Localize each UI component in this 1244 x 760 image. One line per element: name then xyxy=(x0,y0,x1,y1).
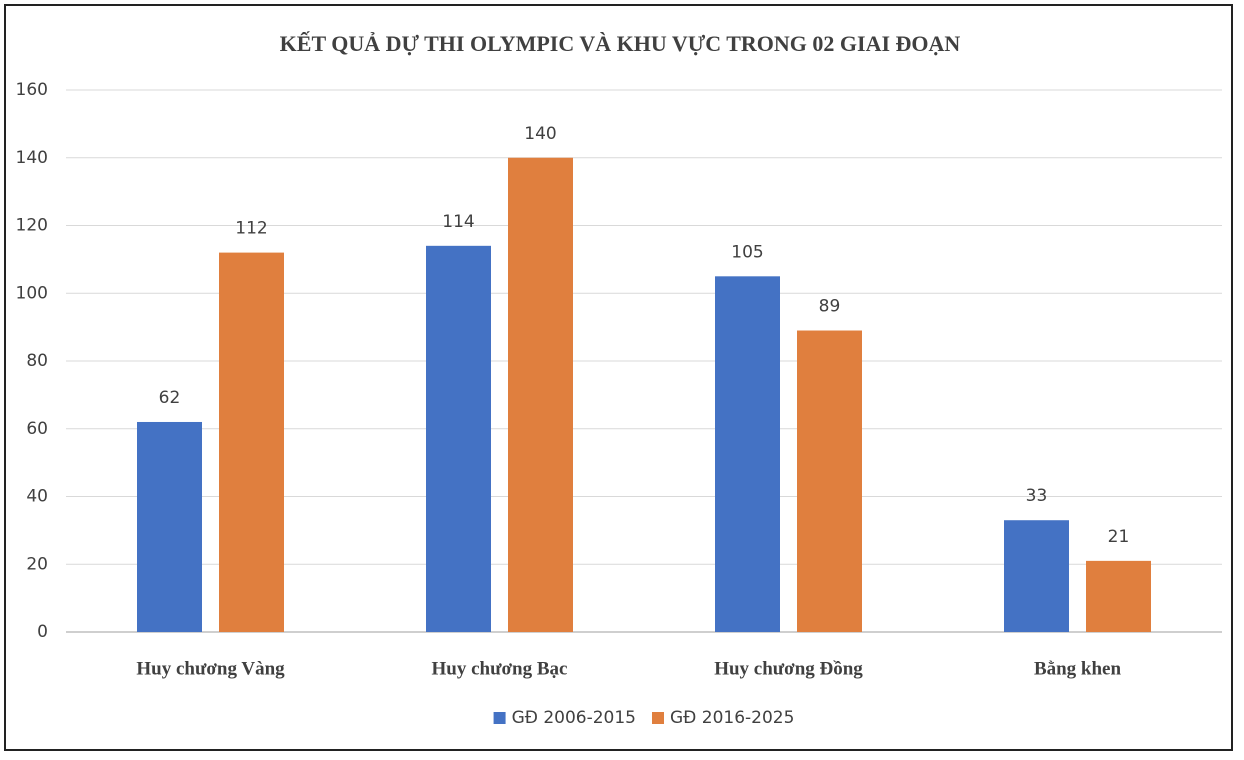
data-label: 140 xyxy=(524,124,556,144)
y-tick-label: 0 xyxy=(37,622,48,642)
bar xyxy=(219,252,284,632)
y-tick-label: 140 xyxy=(16,148,48,168)
x-tick-label: Huy chương Bạc xyxy=(432,658,568,679)
y-tick-label: 60 xyxy=(26,419,48,439)
chart-frame xyxy=(4,4,1233,751)
data-label: 112 xyxy=(235,219,267,239)
data-label: 62 xyxy=(159,388,181,408)
bar xyxy=(797,330,862,632)
y-tick-label: 120 xyxy=(16,216,48,236)
data-label: 21 xyxy=(1108,527,1130,547)
y-tick-label: 80 xyxy=(26,351,48,371)
bar xyxy=(1004,520,1069,632)
y-tick-label: 100 xyxy=(16,283,48,303)
y-tick-label: 20 xyxy=(26,554,48,574)
bar xyxy=(426,245,491,632)
legend-swatch xyxy=(493,712,506,724)
data-label: 89 xyxy=(819,297,841,317)
bar xyxy=(137,421,202,632)
bar xyxy=(508,157,573,632)
data-label: 114 xyxy=(442,212,474,232)
x-tick-label: Bằng khen xyxy=(1034,658,1122,679)
y-tick-label: 160 xyxy=(16,80,48,100)
y-tick-label: 40 xyxy=(26,487,48,507)
legend-label: GĐ 2016-2025 xyxy=(670,708,794,728)
bar xyxy=(1086,560,1151,632)
legend-swatch xyxy=(652,712,664,724)
data-label: 105 xyxy=(731,242,763,262)
x-tick-label: Huy chương Đồng xyxy=(714,658,863,679)
chart-title: KẾT QUẢ DỰ THI OLYMPIC VÀ KHU VỰC TRONG … xyxy=(280,31,961,56)
x-tick-label: Huy chương Vàng xyxy=(136,658,285,679)
data-label: 33 xyxy=(1026,486,1048,506)
bar xyxy=(715,276,780,632)
legend-label: GĐ 2006-2015 xyxy=(512,708,636,728)
